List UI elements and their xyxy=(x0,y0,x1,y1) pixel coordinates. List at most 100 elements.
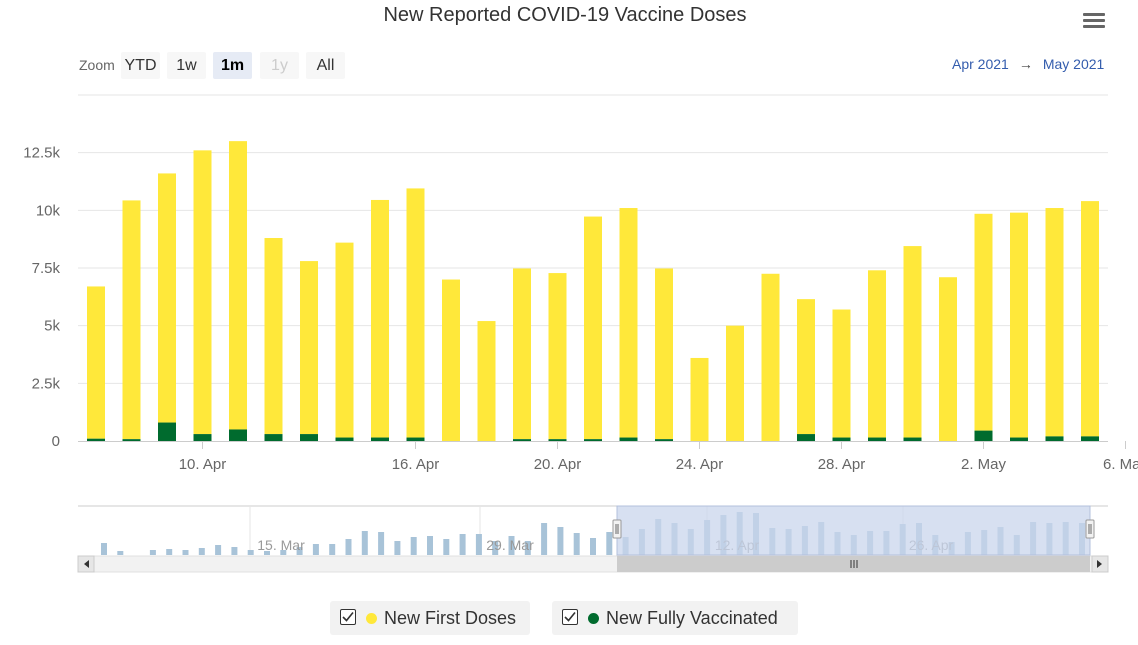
navigator-bar xyxy=(198,548,205,555)
x-tick-label: 2. May xyxy=(961,456,1007,473)
navigator-bar xyxy=(247,550,254,555)
zoom-ytd-button[interactable]: YTD xyxy=(121,52,160,79)
bar-fully-vaccinated[interactable] xyxy=(122,439,141,441)
navigator-bar xyxy=(101,543,107,555)
scroll-right-arrow-icon xyxy=(1097,560,1102,568)
zoom-1w-button[interactable]: 1w xyxy=(167,52,206,79)
legend-item-fully-vaccinated[interactable]: New Fully Vaccinated xyxy=(552,601,798,635)
bar-fully-vaccinated[interactable] xyxy=(158,422,176,441)
navigator-left-handle[interactable] xyxy=(612,519,622,539)
bar-first-doses[interactable] xyxy=(974,213,993,431)
navigator-bar xyxy=(264,551,270,555)
bar-fully-vaccinated[interactable] xyxy=(619,437,638,441)
zoom-1y-button: 1y xyxy=(260,52,299,79)
navigator-bar xyxy=(394,541,401,555)
bar-first-doses[interactable] xyxy=(832,309,851,438)
navigator-bar xyxy=(541,523,548,555)
zoom-all-button[interactable]: All xyxy=(306,52,345,79)
legend-label-first-doses: New First Doses xyxy=(384,608,517,628)
bar-first-doses[interactable] xyxy=(868,270,886,438)
x-tick-label: 20. Apr xyxy=(534,456,582,473)
bar-fully-vaccinated[interactable] xyxy=(229,429,247,441)
navigator-bar xyxy=(557,527,564,555)
date-range-selector: Apr 2021 → May 2021 xyxy=(952,56,1104,72)
zoom-1m-button[interactable]: 1m xyxy=(213,52,252,79)
chart-canvas: 0 2.5k 5k 7.5k 10k 12.5k 10. Apr 16. Apr 20. Apr… xyxy=(23,94,1138,573)
scroll-left-arrow-icon xyxy=(84,560,89,568)
navigator-bar xyxy=(166,549,173,555)
bar-fully-vaccinated[interactable] xyxy=(1081,436,1099,441)
navigator-bar xyxy=(280,550,287,555)
x-tick-label: 16. Apr xyxy=(392,456,440,473)
y-tick-label: 5k xyxy=(44,318,60,335)
bar-first-doses[interactable] xyxy=(939,277,957,441)
navigator-selected-range[interactable] xyxy=(616,505,1091,556)
bar-first-doses[interactable] xyxy=(371,199,389,438)
bar-fully-vaccinated[interactable] xyxy=(797,434,815,441)
bar-first-doses[interactable] xyxy=(477,321,496,441)
navigator-bar xyxy=(312,544,319,555)
legend-dot-yellow-icon xyxy=(366,613,377,624)
bar-first-doses[interactable] xyxy=(406,188,425,438)
bar-fully-vaccinated[interactable] xyxy=(193,434,212,441)
bar-first-doses[interactable] xyxy=(619,208,638,438)
bar-first-doses[interactable] xyxy=(229,141,247,430)
menu-line xyxy=(1083,25,1105,28)
bar-fully-vaccinated[interactable] xyxy=(548,439,567,441)
hamburger-menu-icon[interactable] xyxy=(1083,10,1105,30)
navigator-right-handle[interactable] xyxy=(1085,519,1095,539)
bar-fully-vaccinated[interactable] xyxy=(655,439,673,441)
bar-first-doses[interactable] xyxy=(158,173,176,423)
bar-first-doses[interactable] xyxy=(87,286,105,439)
bar-fully-vaccinated[interactable] xyxy=(1010,437,1028,441)
bar-first-doses[interactable] xyxy=(193,150,212,435)
bar-fully-vaccinated[interactable] xyxy=(87,438,105,441)
navigator-bar xyxy=(378,532,385,555)
bar-fully-vaccinated[interactable] xyxy=(371,437,389,441)
bar-first-doses[interactable] xyxy=(903,246,922,438)
bar-fully-vaccinated[interactable] xyxy=(868,437,886,441)
y-tick-label: 7.5k xyxy=(32,260,61,277)
bar-first-doses[interactable] xyxy=(335,242,354,438)
bar-fully-vaccinated[interactable] xyxy=(903,437,922,441)
bar-fully-vaccinated[interactable] xyxy=(335,437,354,441)
legend-item-first-doses[interactable]: New First Doses xyxy=(330,601,530,635)
chart-title: New Reported COVID-19 Vaccine Doses xyxy=(383,4,747,26)
bar-first-doses[interactable] xyxy=(1081,201,1099,437)
bar-fully-vaccinated[interactable] xyxy=(974,430,993,441)
bar-fully-vaccinated[interactable] xyxy=(406,437,425,441)
y-tick-label: 12.5k xyxy=(23,145,60,162)
bar-first-doses[interactable] xyxy=(1010,212,1028,438)
bar-first-doses[interactable] xyxy=(513,268,531,440)
bar-first-doses[interactable] xyxy=(655,268,673,440)
x-tick-label: 24. Apr xyxy=(676,456,724,473)
y-tick-label: 10k xyxy=(36,202,61,219)
bar-fully-vaccinated[interactable] xyxy=(300,434,318,441)
bar-fully-vaccinated[interactable] xyxy=(264,434,283,441)
bar-first-doses[interactable] xyxy=(1045,208,1064,437)
bar-first-doses[interactable] xyxy=(584,216,602,440)
navigator-bar xyxy=(215,545,222,555)
bar-first-doses[interactable] xyxy=(122,200,141,440)
checkbox-checked-icon[interactable] xyxy=(562,609,578,625)
bar-fully-vaccinated[interactable] xyxy=(832,437,851,441)
bar-fully-vaccinated[interactable] xyxy=(513,439,531,441)
bar-fully-vaccinated[interactable] xyxy=(1045,436,1064,441)
navigator-bar xyxy=(508,536,515,555)
bar-first-doses[interactable] xyxy=(761,273,780,441)
range-to-input[interactable]: May 2021 xyxy=(1042,56,1105,72)
bar-first-doses[interactable] xyxy=(442,279,460,441)
y-tick-label: 2.5k xyxy=(32,375,61,392)
checkbox-checked-icon[interactable] xyxy=(340,609,356,625)
bar-first-doses[interactable] xyxy=(548,273,567,440)
bar-first-doses[interactable] xyxy=(264,238,283,435)
bar-first-doses[interactable] xyxy=(726,325,744,441)
bar-first-doses[interactable] xyxy=(690,357,709,441)
range-from-input[interactable]: Apr 2021 xyxy=(952,56,1009,72)
navigator-bar xyxy=(329,544,336,555)
bar-fully-vaccinated[interactable] xyxy=(584,439,602,441)
bar-first-doses[interactable] xyxy=(300,261,318,435)
bar-first-doses[interactable] xyxy=(797,299,815,435)
navigator-bar xyxy=(590,538,596,555)
x-tick-label: 28. Apr xyxy=(818,456,866,473)
